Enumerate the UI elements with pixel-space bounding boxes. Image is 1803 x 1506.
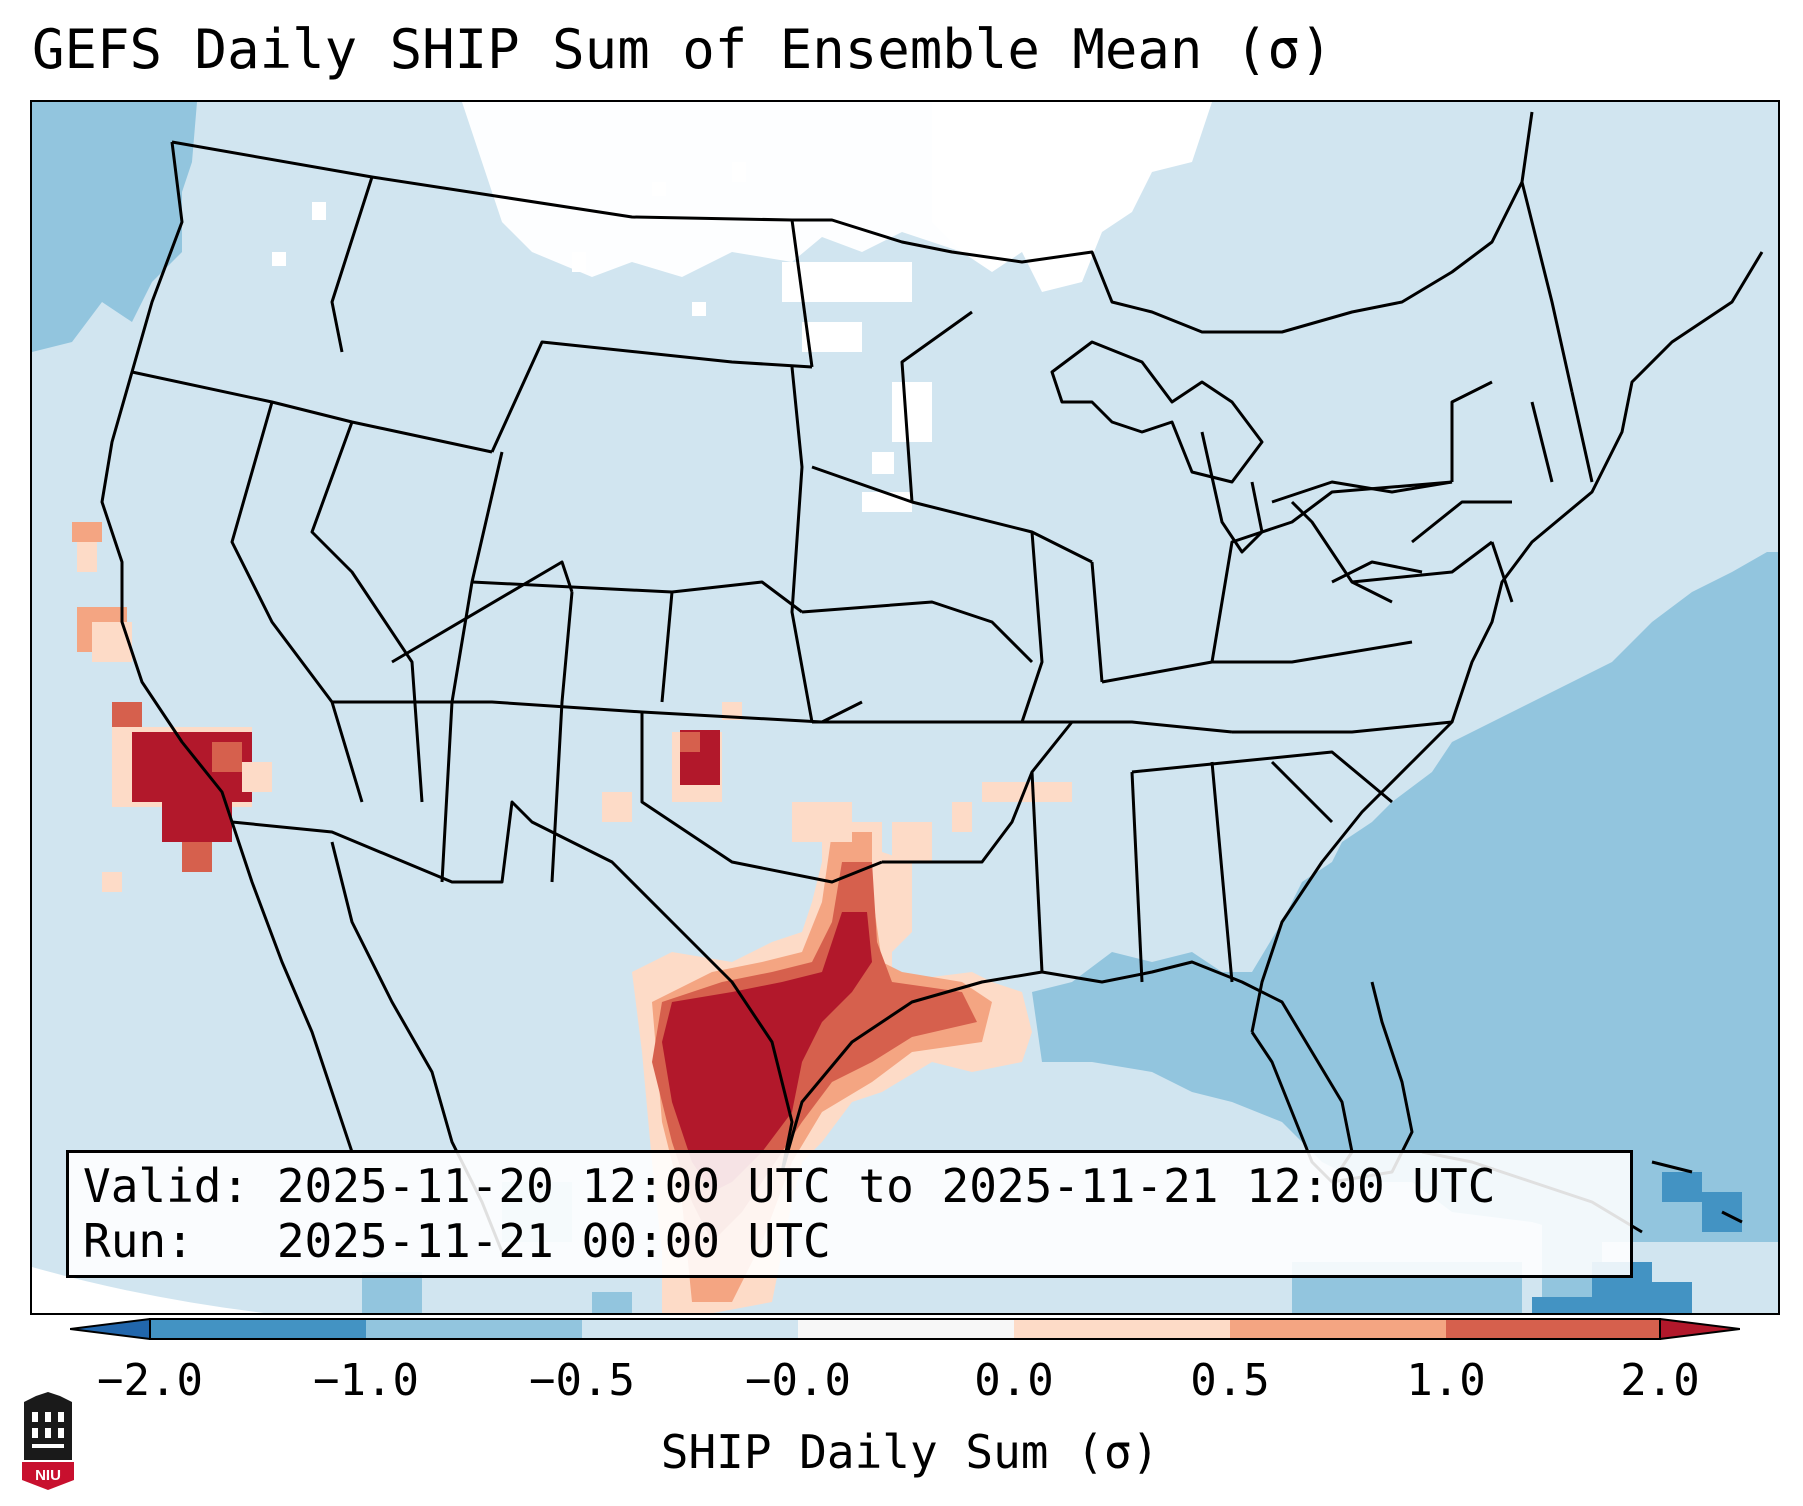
colorbar-tick-label: 0.0 [974,1355,1054,1406]
colorbar-segment [1446,1319,1660,1339]
colorbar-extend-high [1659,1318,1740,1340]
colorbar-tick-label: 2.0 [1620,1355,1700,1406]
map-canvas [32,102,1778,1313]
colorbar [70,1318,1740,1340]
colorbar-tick-label: −1.0 [313,1355,419,1406]
colorbar-extend-low [70,1318,151,1340]
colorbar-tick-label: −0.5 [529,1355,635,1406]
colorbar-tick-label: 0.5 [1190,1355,1270,1406]
university-shield-icon: NIU [22,1392,74,1490]
colorbar-segment [366,1319,582,1339]
colorbar-segment [150,1319,366,1339]
colorbar-tick-label: −2.0 [97,1355,203,1406]
neutral-patches [32,102,1212,1313]
colorbar-tick-label: −0.0 [745,1355,851,1406]
colorbar-segment [582,1319,798,1339]
colorbar-segment [798,1319,1014,1339]
colorbar-label: SHIP Daily Sum (σ) [660,1425,1160,1479]
map-title: GEFS Daily SHIP Sum of Ensemble Mean (σ) [32,18,1333,81]
oklahoma-anomaly [602,702,742,822]
colorbar-segment [1014,1319,1230,1339]
map-panel [30,100,1780,1315]
colorbar-segment [1230,1319,1446,1339]
valid-time-line: Valid: 2025-11-20 12:00 UTC to 2025-11-2… [83,1159,1496,1213]
svg-text:NIU: NIU [35,1467,61,1484]
run-time-line: Run: 2025-11-21 00:00 UTC [83,1214,831,1268]
validity-info-box: Valid: 2025-11-20 12:00 UTC to 2025-11-2… [66,1150,1633,1278]
colorbar-tick-label: 1.0 [1406,1355,1486,1406]
